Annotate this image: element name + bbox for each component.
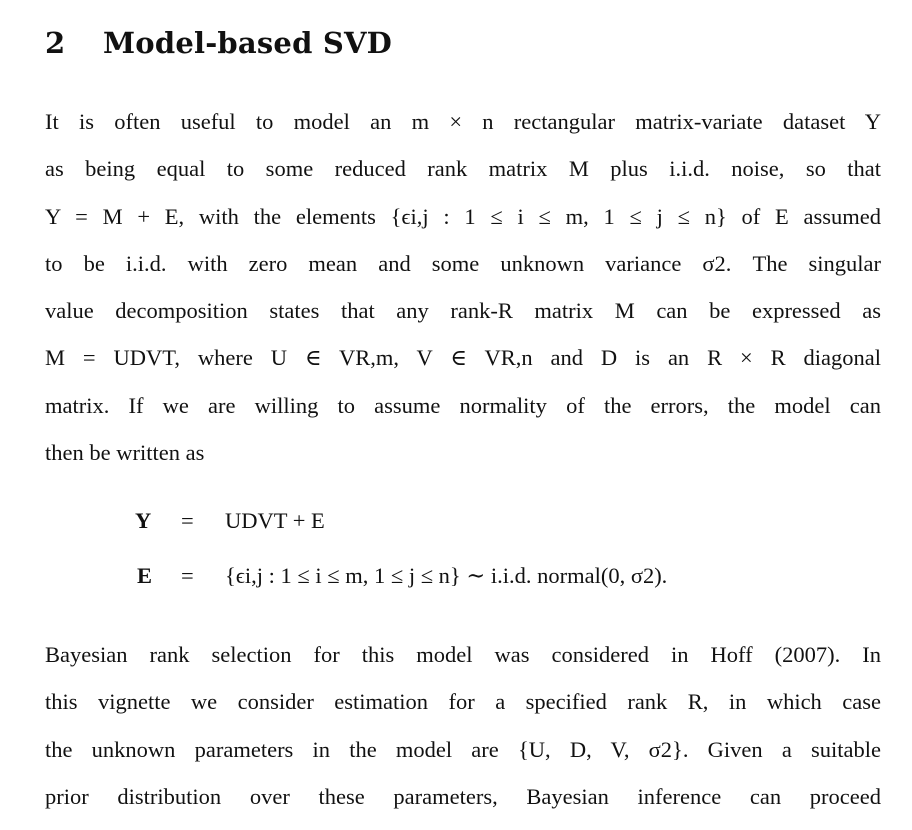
paragraph-line: Bayesian rank selection for this model w… [45,642,881,667]
paragraph-line: as being equal to some reduced rank matr… [45,156,881,182]
section-number: 2 [45,26,66,60]
paragraph-line: It is often useful to model an m × n rec… [45,109,881,134]
section-heading: 2 Model-based SVD [45,26,392,60]
paragraph-line: Y = M + E, with the elements {ϵi,j : 1 ≤… [45,203,881,229]
equation-rhs: {ϵi,j : 1 ≤ i ≤ m, 1 ≤ j ≤ n} ∼ i.i.d. n… [225,563,668,588]
equation-relation: = [181,563,194,588]
paragraph-line: matrix. If we are willing to assume norm… [45,392,881,418]
section-title: Model-based SVD [103,26,393,60]
paragraph-line: then be written as [45,440,205,466]
paragraph-bayesian: Bayesian rank selection for this model w… [45,631,881,820]
paragraph-line: value decomposition states that any rank… [45,298,881,324]
paragraph-line: to be i.i.d. with zero mean and some unk… [45,250,881,276]
equation-rhs: UDVT + E [225,508,325,533]
paragraph-line: this vignette we consider estimation for… [45,689,881,715]
paragraph-line: prior distribution over these parameters… [45,783,881,809]
equation-lhs: Y [135,508,152,533]
equation-relation: = [181,508,194,533]
equation-lhs: E [137,563,153,588]
paragraph-line: the unknown parameters in the model are … [45,736,881,762]
paragraph-line: M = UDVT, where U ∈ VR,m, V ∈ VR,n and D… [45,345,881,371]
paragraph-intro: It is often useful to model an m × n rec… [45,98,881,476]
